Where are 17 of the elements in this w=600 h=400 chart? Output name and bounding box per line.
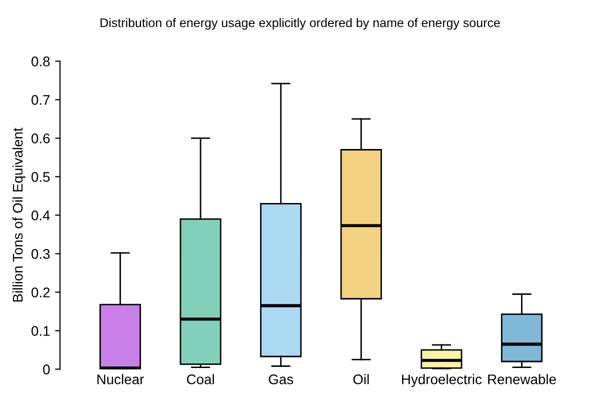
x-tick-label: Gas xyxy=(268,374,294,384)
x-tick-label: Nuclear xyxy=(97,374,144,384)
x-tick-label: Oil xyxy=(353,374,369,384)
y-tick-label: 0.1 xyxy=(32,326,50,336)
y-axis-title: Billion Tons of Oil Equivalent xyxy=(12,128,26,302)
x-tick-label: Renewable xyxy=(488,374,556,384)
y-tick-label: 0.8 xyxy=(32,56,50,66)
y-tick-label: 0 xyxy=(43,364,50,374)
chart-title: Distribution of energy usage explicitly ordered by name of energy source xyxy=(100,18,500,30)
y-tick-label: 0.6 xyxy=(32,134,50,144)
y-tick-label: 0.4 xyxy=(32,210,50,220)
x-tick-label: Hydroelectric xyxy=(402,374,482,388)
y-tick-label: 0.7 xyxy=(32,95,50,105)
y-tick-label: 0.3 xyxy=(32,249,50,259)
y-tick-label: 0.2 xyxy=(32,288,50,298)
y-tick-label: 0.5 xyxy=(32,172,50,182)
x-tick-label: Coal xyxy=(186,374,214,384)
